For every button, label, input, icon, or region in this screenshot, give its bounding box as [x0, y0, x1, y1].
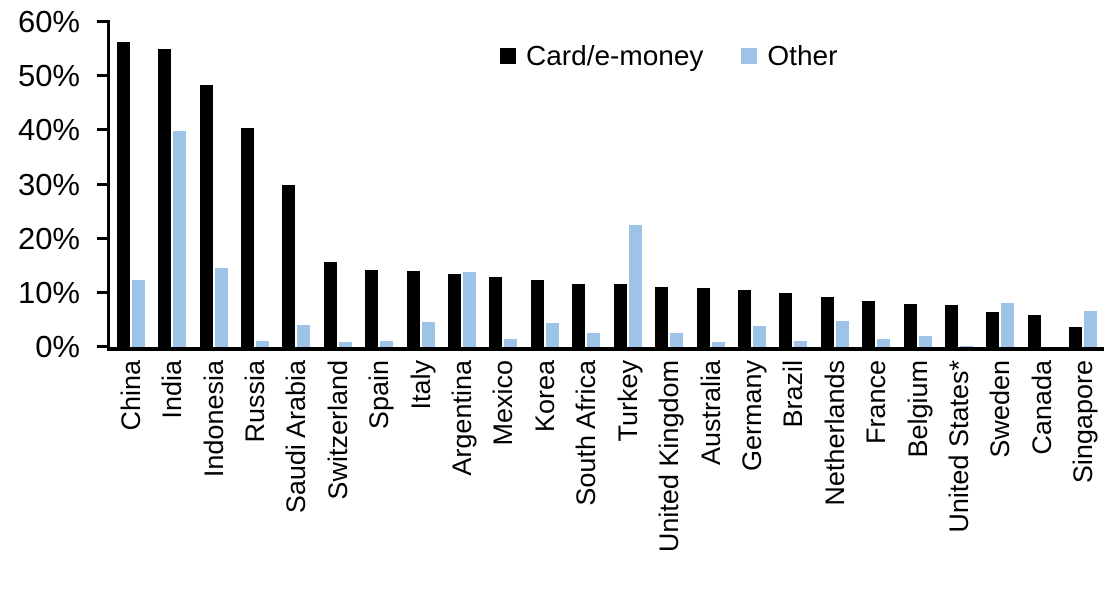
x-axis-label: Italy [405, 360, 436, 410]
x-axis-label: Netherlands [819, 360, 850, 506]
x-axis-label: Germany [736, 360, 767, 472]
bar-card-e-money-france [862, 301, 876, 347]
bar-other-switzerland [338, 342, 352, 347]
bar-card-e-money-turkey [613, 284, 627, 347]
bar-card-e-money-saudi-arabia [282, 185, 296, 347]
x-axis-label: Canada [1026, 360, 1057, 455]
x-axis-label: Saudi Arabia [281, 360, 312, 514]
y-tick-mark [97, 236, 107, 240]
x-axis-label: Russia [239, 360, 270, 443]
x-axis-label: Indonesia [198, 360, 229, 478]
bar-other-turkey [628, 225, 642, 347]
bar-card-e-money-belgium [903, 304, 917, 347]
bar-card-e-money-south-africa [572, 284, 586, 347]
bar-other-spain [380, 341, 394, 347]
x-axis-label: Spain [364, 360, 395, 430]
bar-card-e-money-singapore [1069, 327, 1083, 347]
bar-other-germany [752, 326, 766, 347]
bar-card-e-money-australia [696, 288, 710, 347]
bar-other-singapore [1084, 311, 1098, 347]
bar-card-e-money-russia [240, 128, 254, 347]
y-tick-mark [97, 182, 107, 186]
bar-card-e-money-sweden [986, 312, 1000, 347]
bar-card-e-money-italy [406, 271, 420, 347]
bar-other-united-states [960, 346, 974, 347]
bar-other-france [877, 339, 891, 347]
bar-other-india [173, 131, 187, 347]
bar-other-south-africa [587, 333, 601, 347]
bar-card-e-money-mexico [489, 277, 503, 347]
bar-card-e-money-argentina [448, 274, 462, 347]
y-tick-label: 10% [17, 274, 80, 310]
bar-card-e-money-united-states [945, 305, 959, 347]
bar-card-e-money-brazil [779, 293, 793, 347]
bar-other-netherlands [835, 321, 849, 347]
x-axis-label: Korea [529, 360, 560, 433]
legend-swatch-other-icon [741, 48, 758, 64]
bar-card-e-money-spain [365, 270, 379, 347]
x-axis-label: United Kingdom [654, 360, 685, 553]
bar-other-italy [421, 322, 435, 347]
bar-other-korea [545, 323, 559, 347]
y-tick-mark [97, 74, 107, 78]
x-axis-label: Mexico [488, 360, 519, 446]
bar-card-e-money-china [116, 42, 130, 347]
y-tick-mark [97, 290, 107, 294]
x-axis-label: Switzerland [322, 360, 353, 500]
bar-card-e-money-netherlands [820, 297, 834, 347]
bar-card-e-money-indonesia [199, 85, 213, 347]
x-axis-label: Belgium [902, 360, 933, 458]
bar-card-e-money-germany [737, 290, 751, 347]
x-axis-label: Brazil [778, 360, 809, 428]
bar-other-united-kingdom [670, 333, 684, 347]
legend-item-card-e-money: Card/e-money [500, 40, 703, 72]
bar-other-indonesia [214, 268, 228, 347]
x-axis-label: Australia [695, 360, 726, 466]
y-tick-mark [97, 345, 107, 348]
legend-swatch-card-e-money-icon [500, 48, 516, 64]
y-tick-label: 20% [17, 220, 80, 256]
y-tick-label: 40% [17, 112, 80, 148]
x-axis-label: China [115, 360, 146, 431]
y-tick-mark [97, 20, 107, 23]
bar-other-russia [255, 341, 269, 347]
bar-card-e-money-india [158, 49, 172, 347]
y-tick-label: 50% [17, 58, 80, 94]
bar-other-china [131, 280, 145, 347]
bar-other-australia [711, 342, 725, 347]
bar-other-argentina [463, 272, 477, 347]
y-tick-label: 60% [17, 4, 80, 39]
x-axis-label: Argentina [447, 360, 478, 476]
bar-card-e-money-canada [1027, 315, 1041, 347]
y-tick-label: 30% [17, 166, 80, 202]
legend-item-other: Other [741, 40, 837, 72]
legend: Card/e-money Other [500, 40, 837, 72]
x-axis-label: Turkey [612, 360, 643, 442]
bar-other-mexico [504, 339, 518, 347]
x-axis-label: South Africa [571, 360, 602, 506]
y-tick-mark [97, 128, 107, 132]
x-axis-label: France [861, 360, 892, 445]
plot-area [107, 20, 1104, 351]
bar-card-e-money-switzerland [323, 262, 337, 347]
legend-label-card-e-money: Card/e-money [526, 40, 704, 71]
bar-card-e-money-korea [530, 280, 544, 347]
x-axis-label: Sweden [985, 360, 1016, 458]
x-axis-label: Singapore [1068, 360, 1099, 484]
y-tick-label: 0% [35, 329, 80, 364]
legend-label-other: Other [767, 40, 838, 71]
bar-other-brazil [794, 341, 808, 347]
x-axis-label: United States* [944, 360, 975, 533]
bar-card-e-money-united-kingdom [655, 287, 669, 347]
x-axis-label: India [157, 360, 188, 419]
bar-other-saudi-arabia [297, 325, 311, 347]
bar-other-belgium [918, 336, 932, 347]
bar-other-sweden [1001, 303, 1015, 347]
